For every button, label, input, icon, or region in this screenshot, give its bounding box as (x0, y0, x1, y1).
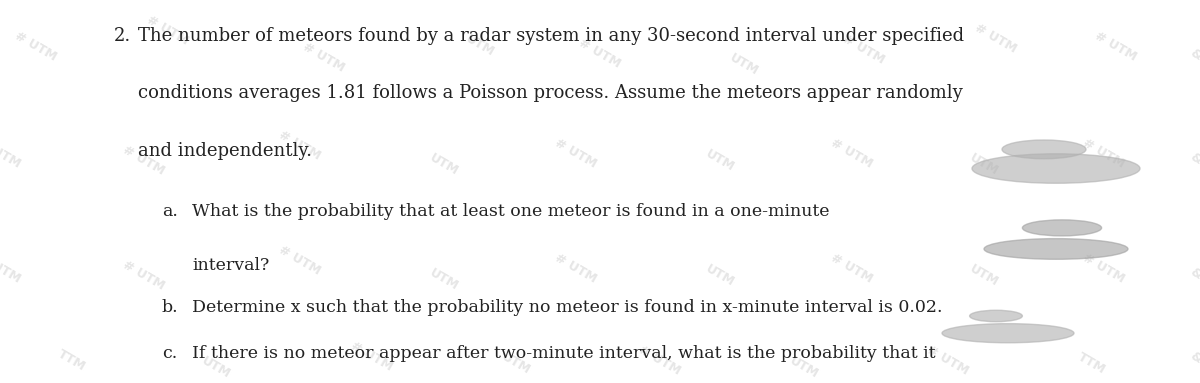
Text: # UTM: # UTM (829, 251, 875, 285)
Text: b.: b. (162, 299, 179, 316)
Text: Determine x such that the probability no meteor is found in x-minute interval is: Determine x such that the probability no… (192, 299, 942, 316)
Text: # UTM: # UTM (1093, 29, 1139, 63)
Text: and independently.: and independently. (138, 142, 312, 160)
Text: UTM: UTM (967, 262, 1001, 289)
Text: conditions averages 1.81 follows a Poisson process. Assume the meteors appear ra: conditions averages 1.81 follows a Poiss… (138, 84, 962, 102)
Ellipse shape (1002, 140, 1086, 159)
Text: # UTM: # UTM (553, 136, 599, 170)
Text: interval?: interval? (192, 257, 269, 273)
Ellipse shape (1022, 220, 1102, 236)
Text: UTM: UTM (787, 354, 821, 381)
Ellipse shape (972, 154, 1140, 183)
Text: # UTM: # UTM (121, 259, 167, 293)
Text: # UTM: # UTM (301, 40, 347, 75)
Text: # UTM: # UTM (277, 128, 323, 163)
Text: &U: &U (1188, 150, 1200, 172)
Text: # UTM: # UTM (349, 339, 395, 373)
Text: The number of meteors found by a radar system in any 30-second interval under sp: The number of meteors found by a radar s… (138, 27, 964, 45)
Text: If there is no meteor appear after two-minute interval, what is the probability : If there is no meteor appear after two-m… (192, 345, 936, 362)
Text: 2.: 2. (114, 27, 131, 45)
Text: # UTM: # UTM (577, 36, 623, 71)
Text: UTM: UTM (199, 354, 233, 381)
Text: # UTM: # UTM (145, 13, 191, 48)
Ellipse shape (970, 310, 1022, 322)
Text: # UTM: # UTM (925, 343, 971, 377)
Text: # UTM: # UTM (121, 144, 167, 178)
Text: UTM: UTM (703, 147, 737, 174)
Text: TTM: TTM (1076, 351, 1108, 377)
Text: UTM: UTM (499, 350, 533, 377)
Text: UTM: UTM (427, 151, 461, 178)
Text: &U: &U (1188, 47, 1200, 68)
Text: # UTM: # UTM (553, 251, 599, 285)
Text: # UTM: # UTM (829, 136, 875, 170)
Text: # UTM: # UTM (277, 243, 323, 278)
Text: # UTM: # UTM (841, 33, 887, 67)
Ellipse shape (984, 239, 1128, 259)
Text: # UTM: # UTM (973, 21, 1019, 56)
Text: What is the probability that at least one meteor is found in a one-minute: What is the probability that at least on… (192, 203, 829, 220)
Text: # UTM: # UTM (0, 251, 23, 285)
Text: UTM: UTM (967, 151, 1001, 178)
Text: &U: &U (1188, 349, 1200, 371)
Text: UTM: UTM (427, 266, 461, 293)
Text: c.: c. (162, 345, 178, 362)
Text: # UTM: # UTM (1081, 251, 1127, 285)
Text: # UTM: # UTM (0, 136, 23, 170)
Text: &U: &U (1188, 265, 1200, 286)
Text: # UTM: # UTM (1081, 136, 1127, 170)
Text: UTM: UTM (727, 52, 761, 79)
Text: UTM: UTM (463, 33, 497, 59)
Text: UTM: UTM (703, 262, 737, 289)
Text: # UTM: # UTM (13, 29, 59, 63)
Text: TTM: TTM (56, 347, 88, 373)
Ellipse shape (942, 324, 1074, 343)
Text: a.: a. (162, 203, 178, 220)
Text: # UTM: # UTM (637, 343, 683, 377)
